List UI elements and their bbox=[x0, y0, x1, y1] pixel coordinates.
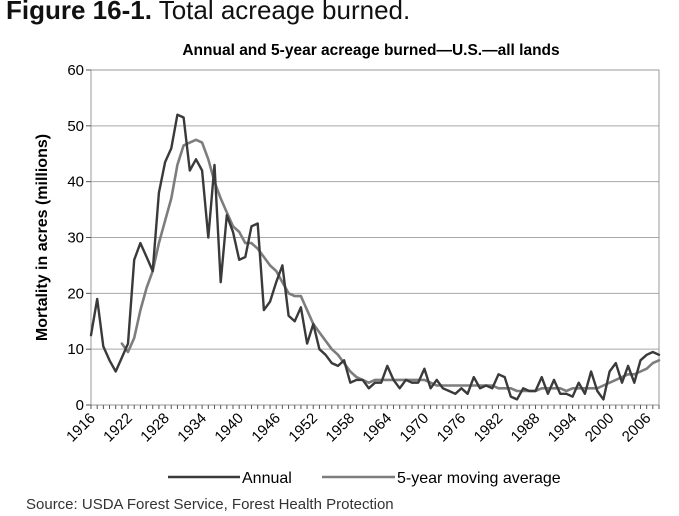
x-axis-ticks: 1916 1922 1928 1934 1940 1946 1952 1958 1964 1970… bbox=[63, 405, 660, 446]
x-tick-label: 1916 bbox=[63, 410, 99, 446]
x-tick-label: 1958 bbox=[323, 410, 359, 446]
legend-annual-label: Annual bbox=[242, 470, 292, 487]
series-line-annual bbox=[89, 113, 661, 401]
y-tick-label: 50 bbox=[67, 118, 84, 135]
x-tick-label: 1970 bbox=[397, 410, 433, 446]
x-tick-label: 2006 bbox=[619, 410, 655, 446]
y-axis-label: Mortality in acres (millions) bbox=[34, 134, 51, 341]
x-tick-label: 1976 bbox=[434, 410, 470, 446]
x-tick-label: 1940 bbox=[211, 410, 247, 446]
x-tick-label: 1988 bbox=[508, 410, 544, 446]
figure-number: Figure 16-1. bbox=[6, 0, 152, 25]
chart-title: Annual and 5-year acreage burned—U.S.—al… bbox=[182, 42, 559, 59]
y-tick-label: 10 bbox=[67, 341, 84, 358]
x-tick-label: 1964 bbox=[360, 410, 396, 446]
x-tick-label: 1946 bbox=[248, 410, 284, 446]
figure-caption: Total acreage burned. bbox=[158, 0, 411, 25]
source-note: Source: USDA Forest Service, Forest Heal… bbox=[26, 496, 394, 513]
x-tick-label: 1952 bbox=[285, 410, 321, 446]
legend: Annual 5-year moving average bbox=[168, 470, 561, 487]
y-tick-label: 40 bbox=[67, 174, 84, 191]
y-tick-label: 0 bbox=[76, 397, 84, 414]
series-line-moving-average bbox=[120, 138, 661, 393]
y-tick-label: 30 bbox=[67, 230, 84, 247]
series-lines bbox=[89, 113, 661, 401]
x-tick-label: 1922 bbox=[100, 410, 136, 446]
x-tick-label: 1982 bbox=[471, 410, 507, 446]
figure-heading: Figure 16-1. Total acreage burned. bbox=[6, 0, 410, 26]
x-tick-label: 1928 bbox=[137, 410, 173, 446]
y-tick-label: 20 bbox=[67, 285, 84, 302]
y-axis-ticks: 0 10 20 30 40 50 60 bbox=[67, 62, 91, 414]
y-tick-label: 60 bbox=[67, 62, 84, 79]
x-tick-label: 2000 bbox=[582, 410, 618, 446]
legend-moving-average-label: 5-year moving average bbox=[397, 470, 561, 487]
x-tick-label: 1994 bbox=[545, 410, 581, 446]
x-tick-label: 1934 bbox=[174, 410, 210, 446]
